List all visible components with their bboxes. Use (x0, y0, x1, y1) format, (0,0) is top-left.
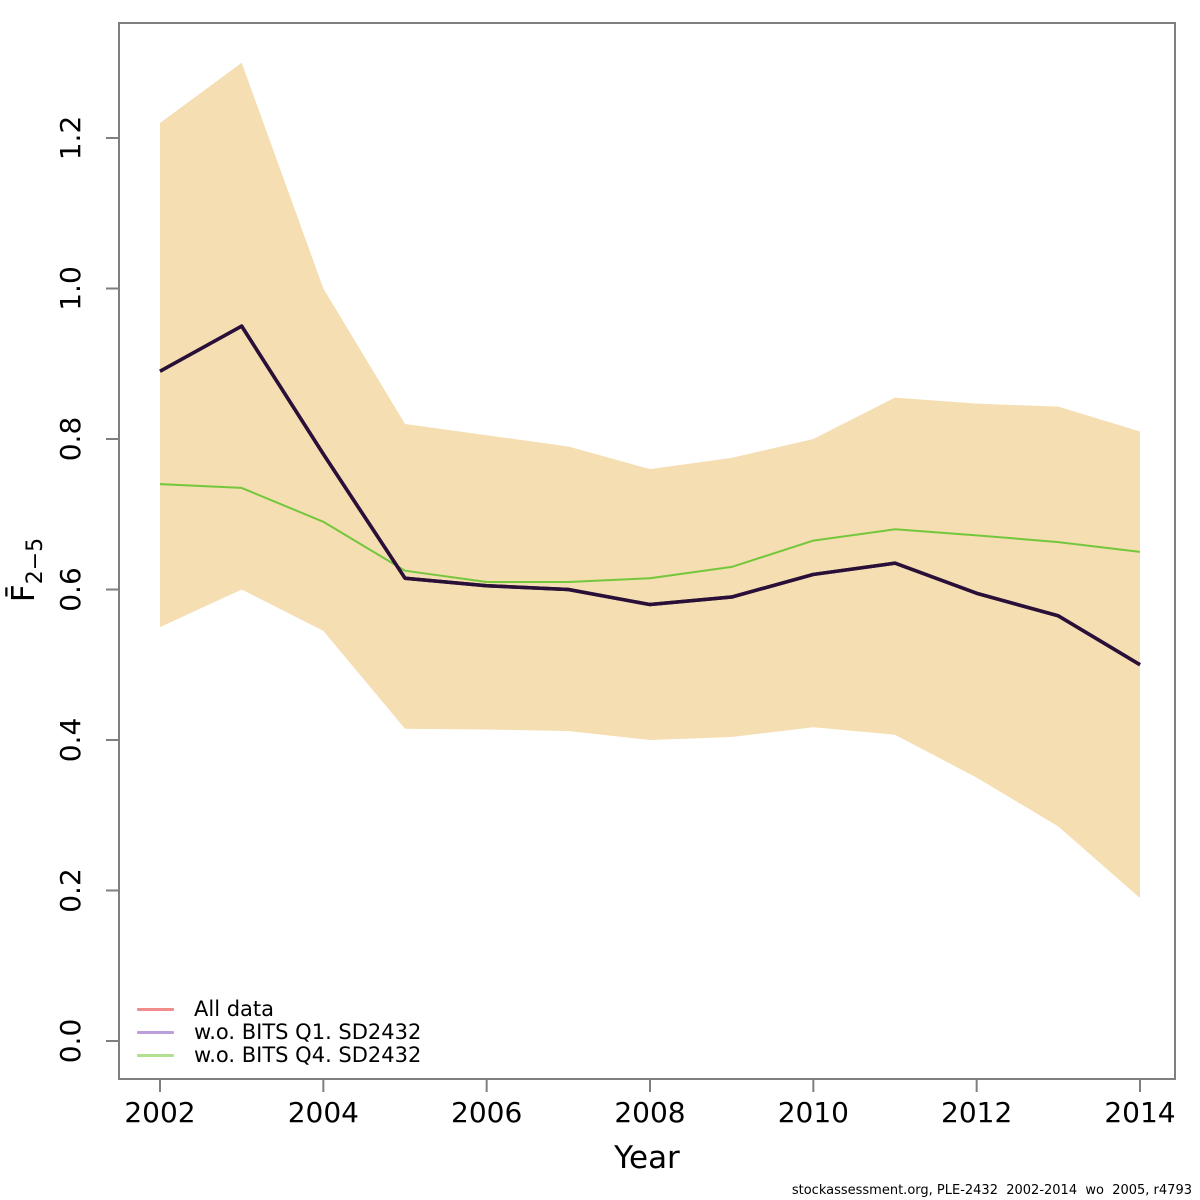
all-data-line-swatch (137, 1008, 174, 1011)
y-tick-label-0.0: 0.0 (54, 1019, 87, 1064)
x-axis-label: Year (613, 1140, 680, 1176)
confidence-band (160, 62, 1140, 899)
series-line-w-o-bits-q4-sd2432 (159, 483, 1141, 583)
x-axis-ticks: 2002 2004 2006 2008 2010 2012 2014 (124, 1079, 1176, 1129)
x-tick-label-2002: 2002 (124, 1096, 195, 1129)
wo-bits-q4-line-swatch (137, 1054, 174, 1057)
legend-label-all-data: All data (194, 997, 275, 1021)
legend: All data w.o. BITS Q1. SD2432 w.o. BITS … (137, 998, 421, 1067)
x-tick-label-2014: 2014 (1104, 1096, 1175, 1129)
y-axis-label-subscript: 2−5 (23, 538, 48, 584)
legend-label-wo-bits-q1: w.o. BITS Q1. SD2432 (194, 1020, 422, 1044)
legend-item-all-data: All data (137, 998, 421, 1021)
y-tick-label-0.2: 0.2 (54, 868, 87, 913)
series-line-all-data (159, 324, 1141, 667)
wo-bits-q1-line-swatch (137, 1031, 174, 1034)
x-tick-label-2004: 2004 (288, 1096, 359, 1129)
y-tick-label-0.8: 0.8 (54, 417, 87, 462)
y-axis-ticks: 0.0 0.2 0.4 0.6 0.8 1.0 1.2 (54, 116, 119, 1064)
legend-label-wo-bits-q4: w.o. BITS Q4. SD2432 (194, 1043, 422, 1067)
y-tick-label-0.4: 0.4 (54, 718, 87, 763)
x-tick-label-2010: 2010 (778, 1096, 849, 1129)
legend-item-wo-bits-q4: w.o. BITS Q4. SD2432 (137, 1044, 421, 1067)
legend-item-wo-bits-q1: w.o. BITS Q1. SD2432 (137, 1021, 421, 1044)
y-tick-label-1.0: 1.0 (54, 266, 87, 311)
y-tick-label-0.6: 0.6 (54, 567, 87, 612)
all-data-confidence-band (160, 62, 1140, 899)
y-axis-label: F̄2−5 (5, 538, 48, 602)
x-tick-label-2008: 2008 (614, 1096, 685, 1129)
series-lines (159, 324, 1141, 667)
plot-border (118, 22, 1176, 1080)
y-tick-label-1.2: 1.2 (54, 116, 87, 161)
x-tick-label-2006: 2006 (451, 1096, 522, 1129)
y-axis-label-main: F̄ (5, 584, 42, 602)
x-tick-label-2012: 2012 (941, 1096, 1012, 1129)
source-attribution: stockassessment.org, PLE-2432 2002-2014 … (791, 1183, 1192, 1198)
